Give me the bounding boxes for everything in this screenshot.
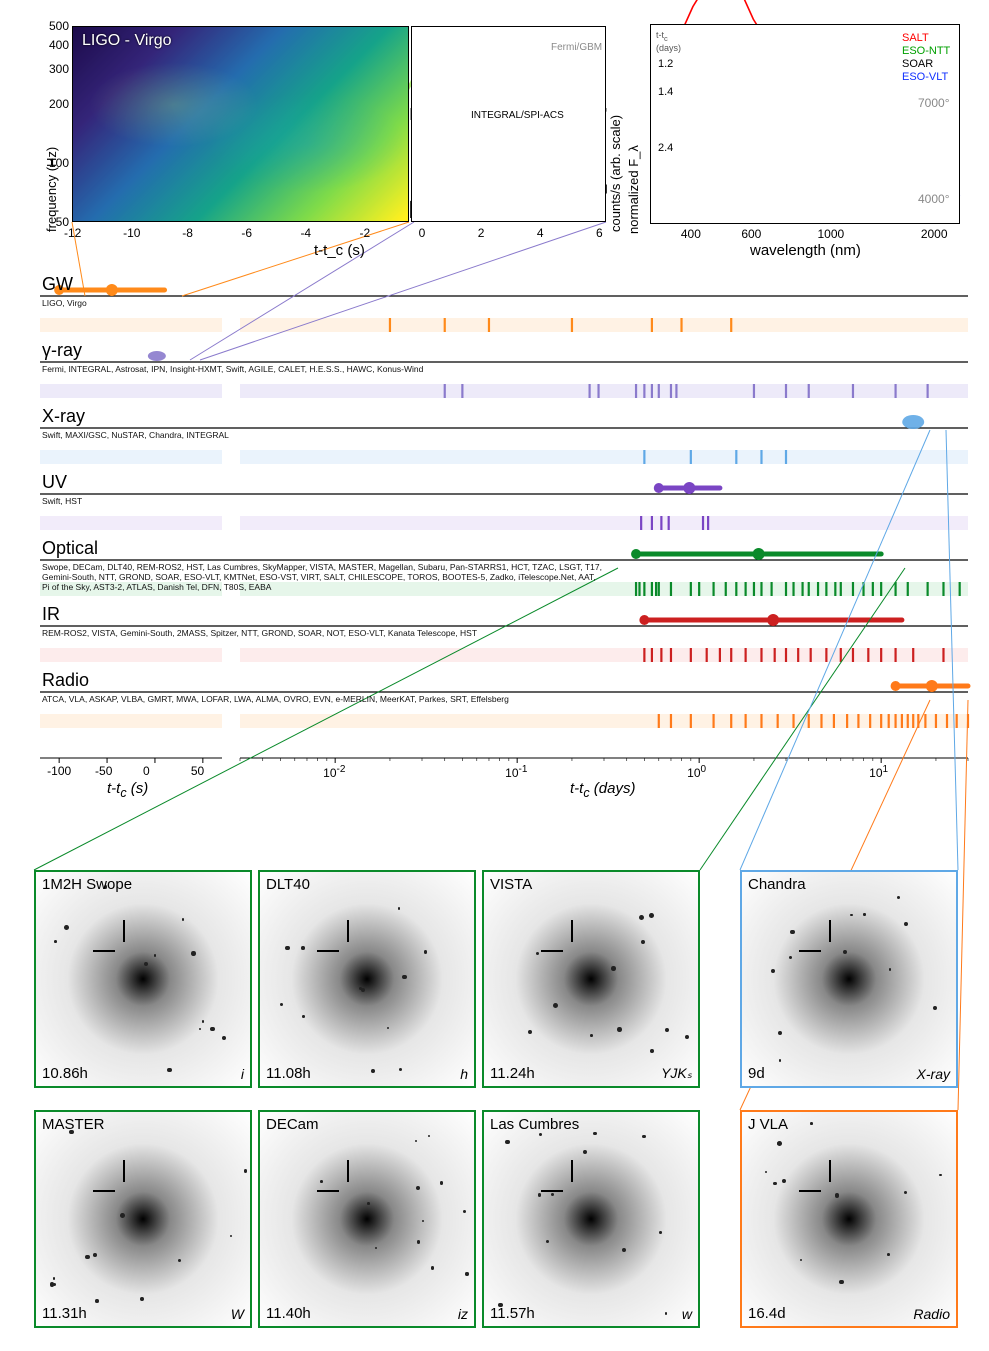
spectra-ylabel: normalized F_λ	[626, 54, 644, 234]
facilities: Swope, DECam, DLT40, REM-ROS2, HST, Las …	[42, 562, 602, 592]
facilities: Swift, MAXI/GSC, NuSTAR, Chandra, INTEGR…	[42, 430, 229, 440]
thumbnail-master: MASTER11.31hW	[34, 1110, 252, 1328]
facilities: REM-ROS2, VISTA, Gemini-South, 2MASS, Sp…	[42, 628, 477, 638]
spectrogram-title: LIGO - Virgo	[82, 32, 172, 50]
thumbnail-1m2h-swope: 1M2H Swope10.86hi	[34, 870, 252, 1088]
thumbnail-chandra: Chandra9dX-ray	[740, 870, 958, 1088]
facilities: ATCA, VLA, ASKAP, VLBA, GMRT, MWA, LOFAR…	[42, 694, 509, 704]
thumbnail-decam: DECam11.40hiz	[258, 1110, 476, 1328]
facilities: Swift, HST	[42, 496, 82, 506]
thumbnail-dlt40: DLT4011.08hh	[258, 870, 476, 1088]
band-label: Radio	[42, 670, 89, 691]
ligo-spectrogram	[72, 26, 409, 222]
thumbnail-vista: VISTA11.24hYJKₛ	[482, 870, 700, 1088]
thumbnail-j-vla: J VLA16.4dRadio	[740, 1110, 958, 1328]
spectrogram-xlabel: t-t_c (s)	[314, 242, 365, 259]
spectrogram-ylabel: frequency (Hz)	[44, 56, 62, 232]
band-label: GW	[42, 274, 73, 295]
band-label: Optical	[42, 538, 98, 559]
gamma-ylabel: counts/s (arb. scale)	[608, 46, 626, 232]
figure-root: frequency (Hz) LIGO - Virgo t-t_c (s) co…	[0, 0, 989, 1351]
thumbnail-las-cumbres: Las Cumbres11.57hw	[482, 1110, 700, 1328]
spectra-xlabel: wavelength (nm)	[750, 242, 861, 259]
facilities: LIGO, Virgo	[42, 298, 87, 308]
facilities: Fermi, INTEGRAL, Astrosat, IPN, Insight-…	[42, 364, 423, 374]
gamma-lightcurves	[411, 26, 606, 222]
band-label: γ-ray	[42, 340, 82, 361]
band-label: IR	[42, 604, 60, 625]
band-label: UV	[42, 472, 67, 493]
band-label: X-ray	[42, 406, 85, 427]
